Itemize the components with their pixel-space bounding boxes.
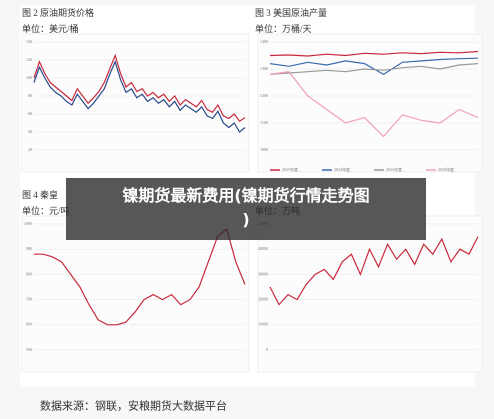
- legend-label: 2023年度: [386, 166, 402, 172]
- y-tick-label: 1400: [260, 39, 268, 44]
- chart-title: 图 2 原油期货价格: [22, 7, 94, 18]
- series-line: [269, 71, 479, 138]
- y-tick-label: 1000: [260, 147, 268, 152]
- y-tick-label: 10000: [258, 322, 268, 327]
- chart-unit: 单位：美元/桶: [22, 23, 79, 34]
- y-tick-label: 30000: [258, 271, 268, 276]
- y-tick-label: 120: [26, 57, 32, 62]
- series-line: [33, 60, 246, 133]
- chart-panel: [257, 33, 483, 173]
- y-tick-label: 600: [26, 322, 32, 327]
- source: 数据来源：钢联，安粮期货大数据平台: [40, 399, 227, 413]
- y-tick-label: 60: [28, 111, 32, 116]
- y-tick-label: 1300: [260, 66, 268, 71]
- y-tick-label: 700: [26, 297, 32, 302]
- series-line: [269, 63, 479, 75]
- series-line: [34, 227, 246, 326]
- series-line: [33, 53, 246, 123]
- y-tick-label: 40000: [258, 246, 268, 251]
- y-tick-label: 40: [28, 129, 32, 134]
- caption-line: ): [242, 210, 250, 229]
- chart-unit: 单位：万桶/天: [255, 23, 312, 34]
- y-tick-label: 20000: [258, 297, 268, 302]
- y-tick-label: 1000: [24, 221, 32, 226]
- y-tick-label: 900: [26, 246, 32, 251]
- chart-panel: [257, 215, 483, 373]
- chart-title: 图 4 秦皇: [22, 189, 58, 200]
- y-tick-label: 500: [26, 347, 32, 352]
- legend-label: 2025年度: [282, 166, 298, 172]
- y-tick-label: 800: [26, 271, 32, 276]
- series-line: [269, 57, 479, 76]
- caption-line: 镍期货最新费用(镍期货行情走势图: [122, 186, 370, 205]
- y-tick-label: 1100: [260, 120, 268, 125]
- series-line: [269, 50, 479, 57]
- chart-panel: [21, 215, 250, 373]
- chart-unit: 单位：元/吨: [22, 205, 70, 216]
- y-tick-label: 0: [266, 347, 268, 352]
- y-tick-label: 80: [28, 93, 32, 98]
- legend-label: 2024年度: [334, 166, 350, 172]
- chart-panel: [21, 33, 250, 173]
- y-tick-label: 1200: [260, 93, 268, 98]
- y-tick-label: 140: [26, 39, 32, 44]
- caption: 镍期货最新费用(镍期货行情走势图): [66, 178, 426, 240]
- y-tick-label: 20: [28, 147, 32, 152]
- chart-title: 图 3 美国原油产量: [255, 7, 327, 18]
- y-tick-label: 100: [26, 75, 32, 80]
- legend-label: 2020年度: [438, 166, 454, 172]
- series-line: [269, 236, 479, 306]
